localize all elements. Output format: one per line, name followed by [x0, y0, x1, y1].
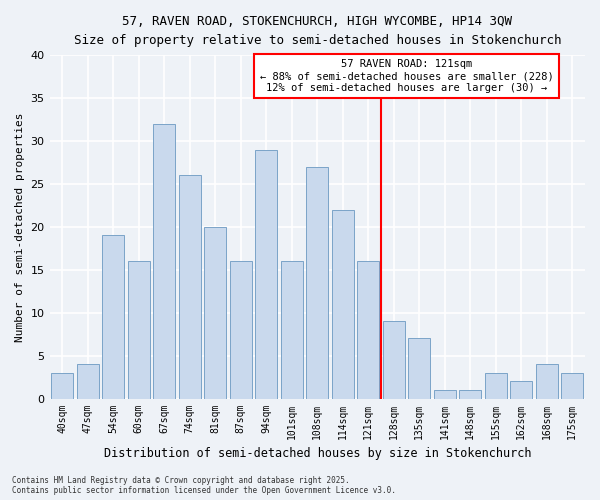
Bar: [230, 261, 251, 398]
Text: Contains HM Land Registry data © Crown copyright and database right 2025.
Contai: Contains HM Land Registry data © Crown c…: [12, 476, 396, 495]
Bar: [358, 261, 379, 398]
Text: 57 RAVEN ROAD: 121sqm
← 88% of semi-detached houses are smaller (228)
12% of sem: 57 RAVEN ROAD: 121sqm ← 88% of semi-deta…: [260, 60, 553, 92]
Bar: [307, 166, 328, 398]
Bar: [154, 124, 175, 398]
Bar: [205, 227, 226, 398]
X-axis label: Distribution of semi-detached houses by size in Stokenchurch: Distribution of semi-detached houses by …: [104, 447, 531, 460]
Title: 57, RAVEN ROAD, STOKENCHURCH, HIGH WYCOMBE, HP14 3QW
Size of property relative t: 57, RAVEN ROAD, STOKENCHURCH, HIGH WYCOM…: [74, 15, 561, 47]
Bar: [332, 210, 353, 398]
Bar: [434, 390, 455, 398]
Bar: [179, 176, 200, 398]
Y-axis label: Number of semi-detached properties: Number of semi-detached properties: [15, 112, 25, 342]
Bar: [511, 382, 532, 398]
Bar: [103, 236, 124, 398]
Bar: [460, 390, 481, 398]
Bar: [536, 364, 557, 398]
Bar: [485, 373, 506, 398]
Bar: [562, 373, 583, 398]
Bar: [256, 150, 277, 398]
Bar: [77, 364, 98, 398]
Bar: [409, 338, 430, 398]
Bar: [52, 373, 73, 398]
Bar: [383, 322, 404, 398]
Bar: [281, 261, 302, 398]
Bar: [128, 261, 149, 398]
